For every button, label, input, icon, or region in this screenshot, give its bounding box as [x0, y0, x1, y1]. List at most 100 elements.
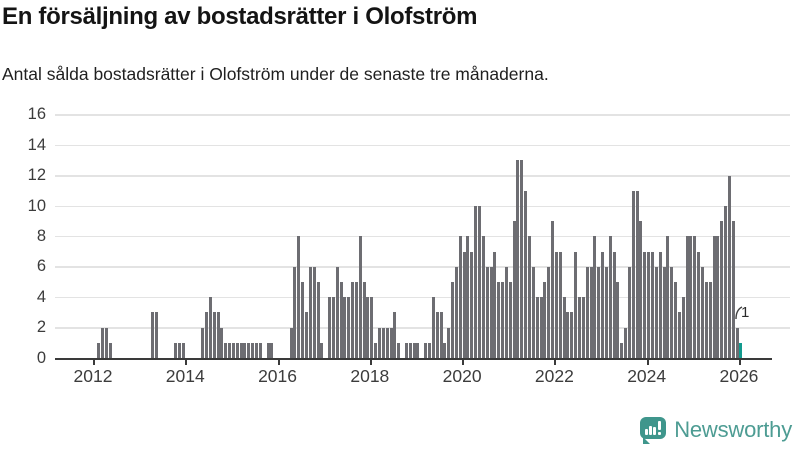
bar [493, 251, 497, 358]
bar [339, 282, 343, 358]
logo-bubble-tail [643, 437, 651, 444]
bar [462, 251, 466, 358]
bar [308, 266, 312, 358]
bar [666, 236, 670, 358]
bar [547, 266, 551, 358]
bar [735, 327, 739, 358]
bar [304, 312, 308, 358]
bar [108, 342, 112, 358]
bar [335, 266, 339, 358]
bar [428, 342, 431, 358]
bar [343, 297, 347, 358]
y-tick-label: 14 [27, 135, 46, 154]
bar [727, 175, 731, 358]
bar [205, 312, 208, 358]
bar [351, 282, 355, 358]
bar [228, 342, 232, 358]
bar [439, 312, 443, 358]
bar [270, 342, 274, 358]
gridline [55, 175, 790, 177]
bar [527, 236, 531, 358]
bar [435, 312, 439, 358]
bar [708, 282, 712, 358]
bar [489, 266, 493, 358]
bar [328, 297, 332, 358]
bar [535, 297, 539, 358]
bar [635, 190, 639, 358]
bar [658, 251, 662, 358]
bar [454, 266, 458, 358]
bar [720, 221, 724, 358]
bar [501, 282, 505, 358]
x-tick-label: 2022 [534, 366, 574, 386]
gridline [55, 266, 790, 268]
bar [178, 342, 182, 358]
bar [155, 312, 159, 358]
bar [447, 327, 451, 358]
gridline [55, 114, 790, 116]
bar [470, 251, 474, 358]
bar [685, 236, 689, 358]
bar [301, 282, 305, 358]
bar [516, 160, 520, 358]
bar [416, 342, 420, 358]
bar [662, 266, 666, 358]
x-axis-tick [554, 360, 557, 365]
x-axis-tick [738, 360, 741, 365]
bar [681, 297, 685, 358]
chart-subtitle: Antal sålda bostadsrätter i Olofström un… [2, 64, 549, 84]
bar [458, 236, 462, 358]
bar [589, 266, 593, 358]
bar [404, 342, 408, 358]
bar [485, 266, 489, 358]
newsworthy-logo: Newsworthy [639, 415, 792, 445]
bar [378, 327, 382, 358]
bar [731, 221, 735, 358]
bar [520, 160, 524, 358]
bar [558, 251, 562, 358]
bar [101, 327, 105, 358]
x-axis-tick [369, 360, 372, 365]
bar [289, 327, 293, 358]
x-axis-tick [277, 360, 280, 365]
bar [393, 312, 397, 358]
y-tick-label: 12 [27, 166, 46, 185]
bar [716, 236, 720, 358]
bar [297, 236, 301, 358]
bar [701, 266, 704, 358]
bar [174, 342, 178, 358]
bar [562, 297, 566, 358]
bar [443, 342, 447, 358]
bar [347, 297, 351, 358]
logo-exclamation-dot [658, 432, 661, 435]
bar [224, 342, 228, 358]
bar [358, 236, 362, 358]
bar [631, 190, 635, 358]
x-axis-tick [646, 360, 649, 365]
bar [220, 327, 224, 358]
bar [654, 266, 658, 358]
bar [504, 266, 508, 358]
bar [354, 282, 358, 358]
bar [697, 251, 701, 358]
bar [408, 342, 412, 358]
bar [316, 282, 320, 358]
bar [712, 236, 716, 358]
bar [608, 236, 612, 358]
bar [597, 266, 601, 358]
bar [105, 327, 109, 358]
gridline [55, 327, 790, 329]
bar [693, 236, 697, 358]
x-axis-tick [93, 360, 95, 365]
gridline [55, 144, 790, 147]
x-axis-line [55, 358, 772, 360]
bar [181, 342, 185, 358]
x-tick-label: 2024 [627, 366, 667, 386]
bar [362, 282, 366, 358]
bar [601, 251, 605, 358]
bar [639, 221, 643, 358]
highlighted-bar [739, 342, 743, 358]
y-tick-label: 8 [36, 226, 46, 245]
bar [254, 342, 258, 358]
